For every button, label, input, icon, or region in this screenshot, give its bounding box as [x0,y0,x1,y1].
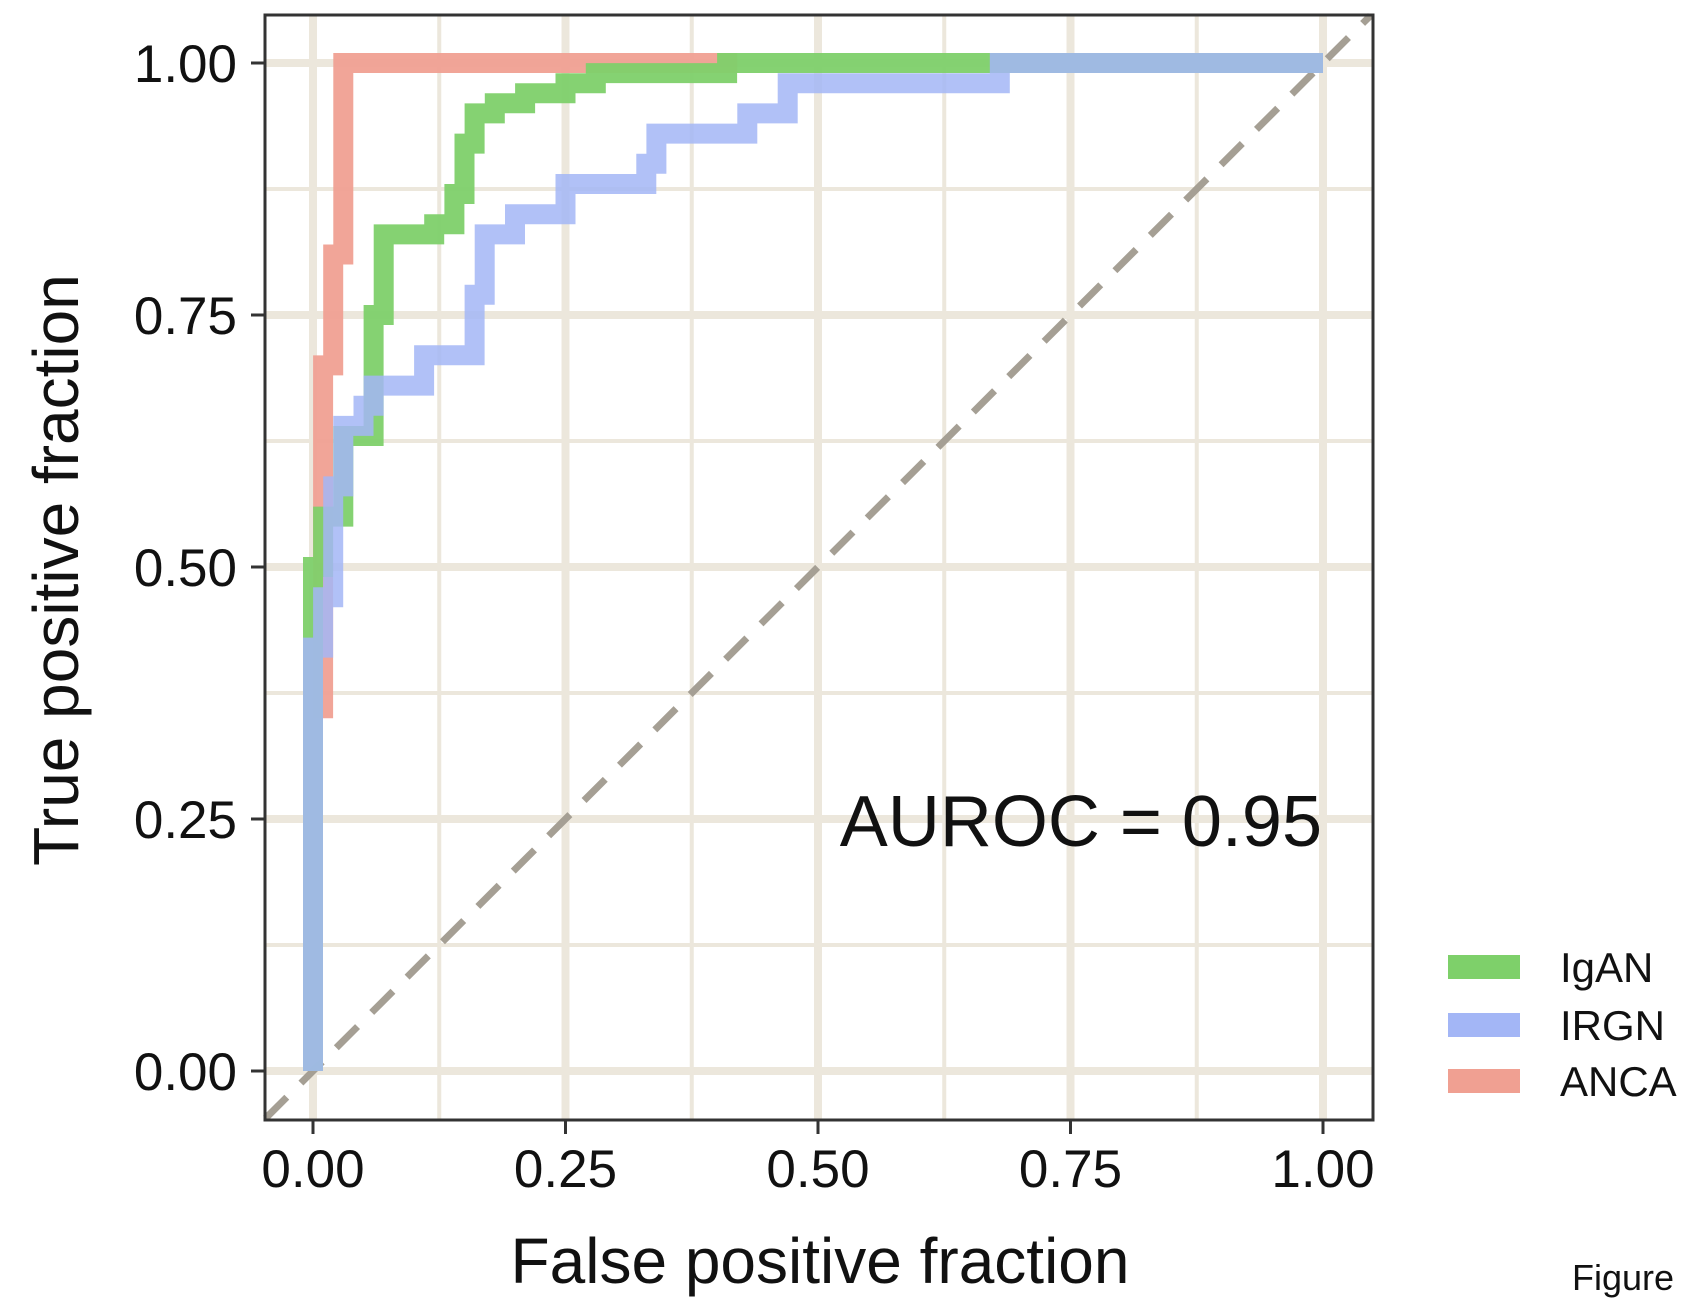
y-tick-label: 0.25 [134,791,237,850]
roc-line-anca [313,53,738,719]
roc-line-irgn [303,53,1323,1071]
x-axis-title: False positive fraction [511,1225,1130,1297]
tick-layer: 0.00 0.25 0.50 0.75 1.00 0.00 0.25 0.50 0.75 1.00 [134,35,1375,1199]
x-tick-label: 0.25 [514,1140,617,1199]
legend-label-irgn: IRGN [1560,1002,1665,1049]
legend-key-igan [1448,955,1520,979]
reference-line-layer [263,13,1373,1121]
legend-key-anca [1448,1069,1520,1093]
x-tick-label: 0.50 [766,1140,869,1199]
y-tick-label: 1.00 [134,35,237,94]
legend-label-anca: ANCA [1560,1058,1677,1105]
legend: IgAN IRGN ANCA [1448,944,1677,1105]
y-tick-label: 0.00 [134,1043,237,1102]
x-tick-label: 0.00 [261,1140,364,1199]
auroc-annotation: AUROC = 0.95 [840,782,1322,862]
diagonal-reference-line [263,13,1373,1121]
legend-key-irgn [1448,1013,1520,1037]
x-tick-label: 1.00 [1271,1140,1374,1199]
legend-label-igan: IgAN [1560,944,1653,991]
y-axis-title: True positive fraction [20,274,92,866]
x-tick-label: 0.75 [1019,1140,1122,1199]
series-layer [303,53,1323,1071]
y-tick-label: 0.75 [134,287,237,346]
roc-line-igan [303,53,1323,1071]
figure-caption: Figure [1572,1257,1674,1298]
y-tick-label: 0.50 [134,539,237,598]
